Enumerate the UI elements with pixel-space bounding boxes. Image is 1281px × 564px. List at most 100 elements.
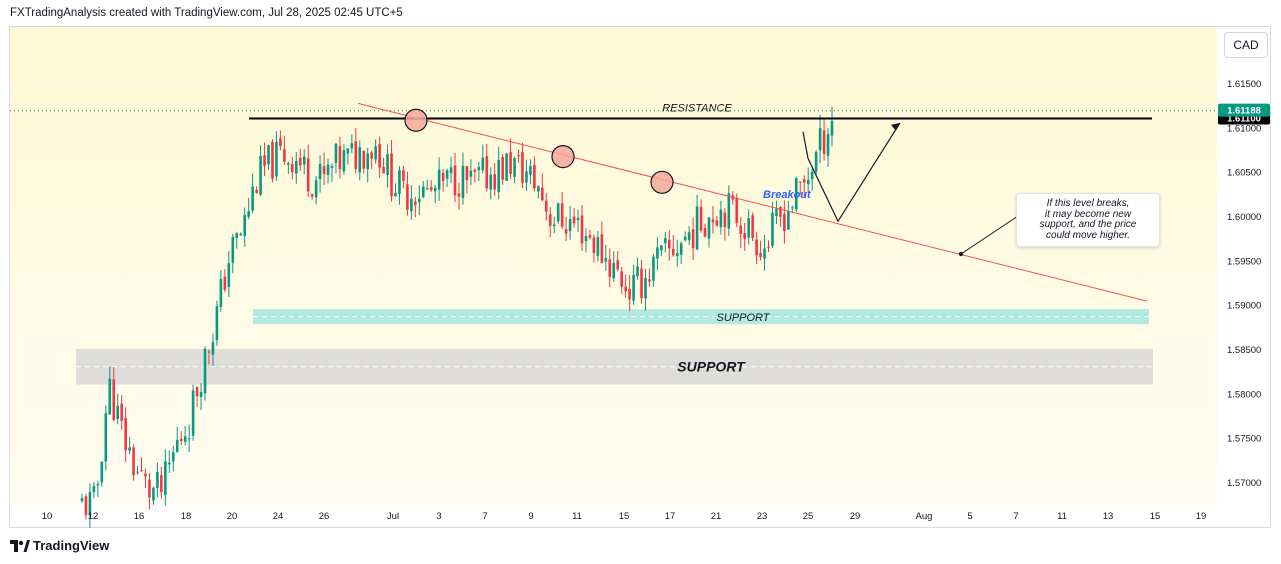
chart-frame: [9, 26, 1271, 528]
x-axis-tick-label: 17: [665, 511, 676, 522]
candle-body: [556, 203, 560, 222]
candle-body: [687, 232, 691, 241]
candle-body: [374, 146, 377, 160]
x-axis-tick-label: Aug: [916, 511, 933, 522]
candle-body: [453, 165, 457, 196]
candle-body: [679, 243, 683, 255]
candle-body: [810, 171, 814, 180]
projection-path: [802, 122, 901, 223]
candle-body: [346, 148, 350, 154]
candle-body: [481, 157, 485, 171]
candle-body: [576, 217, 580, 221]
candle-body: [128, 447, 131, 451]
candle-body: [263, 155, 266, 166]
descending-trendline: [357, 102, 1148, 302]
x-axis-tick-label: 11: [1057, 511, 1067, 522]
candle-body: [437, 169, 441, 190]
candle-body: [616, 260, 620, 270]
projection-arrowhead: [891, 122, 900, 131]
candle-body: [223, 276, 227, 290]
candle-body: [521, 152, 524, 184]
candle-body: [473, 169, 477, 172]
candle-body: [727, 193, 731, 229]
candle-body: [691, 229, 695, 249]
candle-body: [156, 472, 159, 488]
candle-body: [596, 237, 600, 256]
candle-body: [394, 192, 397, 197]
candle-body: [485, 156, 489, 189]
candle-body: [747, 218, 750, 238]
candle-body: [164, 461, 167, 495]
note-line: support, and the price: [1039, 219, 1137, 230]
candle-body: [251, 186, 254, 211]
current-price-tag: [1218, 103, 1270, 117]
candle-body: [509, 152, 512, 175]
candle-body: [211, 342, 215, 355]
candle-body: [354, 141, 358, 170]
candle-body: [715, 220, 719, 226]
touch-point-marker: [551, 144, 575, 169]
candle-body: [334, 143, 338, 163]
candle-body: [124, 418, 127, 451]
candle-body: [779, 207, 782, 217]
y-axis-tick-label: 1.60000: [1227, 212, 1261, 223]
tradingview-logo-icon: [10, 539, 30, 552]
candle-body: [187, 438, 191, 440]
candle-body: [271, 141, 274, 179]
candle-body: [287, 163, 290, 165]
x-axis-tick-label: 24: [273, 511, 284, 522]
candle-body: [100, 461, 104, 483]
note-line: could move higher.: [1045, 229, 1131, 241]
y-axis-tick-label: 1.58000: [1227, 389, 1261, 400]
candle-body: [120, 403, 123, 421]
candle-body: [548, 214, 552, 226]
candle-body: [350, 143, 354, 149]
candle-body: [191, 390, 195, 436]
candle-body: [513, 158, 516, 177]
tradingview-brand[interactable]: TradingView: [10, 538, 109, 553]
candle-body: [183, 436, 187, 442]
candle-body: [402, 170, 405, 181]
candle-body: [533, 165, 536, 189]
candle-body: [791, 207, 794, 209]
candle-body: [604, 258, 608, 262]
candle-body: [310, 194, 314, 197]
candle-body: [148, 479, 151, 498]
candle-body: [763, 248, 766, 259]
candle-body: [699, 206, 703, 231]
candle-body: [588, 234, 592, 238]
candle-body: [544, 200, 548, 212]
candle-body: [358, 147, 362, 173]
x-axis-tick-label: 7: [1013, 511, 1018, 522]
y-axis-tick-label: 1.59000: [1227, 301, 1261, 312]
x-axis-tick-label: 25: [803, 511, 814, 522]
candle-body: [477, 166, 481, 171]
candle-body: [664, 238, 667, 244]
candle-body: [457, 193, 461, 197]
candle-body: [398, 170, 401, 194]
candle-body: [759, 253, 762, 258]
brand-name: TradingView: [33, 538, 110, 553]
candle-body: [802, 179, 806, 183]
candle-body: [390, 153, 393, 197]
x-axis-tick-label: 23: [757, 511, 768, 522]
candle-body: [366, 153, 370, 170]
candle-body: [497, 160, 500, 192]
candle-body: [207, 351, 211, 353]
candle-body: [707, 217, 711, 239]
note-connector: [960, 215, 1019, 255]
candle-body: [683, 236, 687, 241]
candle-body: [592, 237, 596, 253]
y-axis-tick-label: 1.61500: [1227, 79, 1261, 90]
candle-body: [243, 214, 246, 236]
candle-body: [175, 439, 179, 452]
candle-body: [168, 462, 171, 465]
candle-body: [227, 262, 231, 287]
candle-body: [449, 167, 453, 174]
candle-body: [735, 198, 739, 223]
candle-body: [711, 219, 715, 223]
candle-body: [771, 212, 774, 247]
currency-button[interactable]: CAD: [1224, 32, 1268, 58]
candle-body: [406, 184, 409, 210]
